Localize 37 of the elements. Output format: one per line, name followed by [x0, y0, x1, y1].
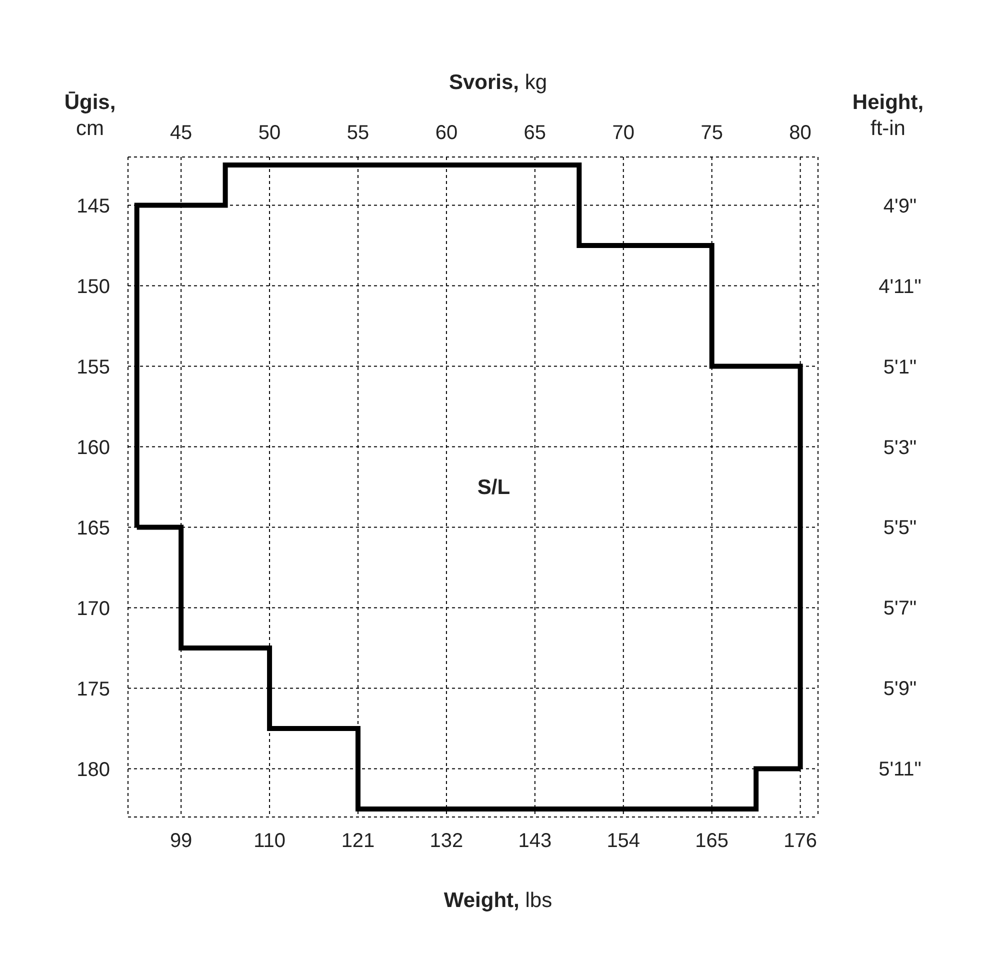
- y-tick-label: 150: [76, 276, 110, 298]
- category-label: 5'3": [883, 436, 917, 459]
- x2-tick-label: 50: [258, 122, 281, 144]
- x2-tick-label: 70: [612, 122, 635, 144]
- x2-tick-label: 65: [524, 122, 546, 144]
- category-label: 5'1": [883, 356, 917, 378]
- x-tick-label: 165: [695, 830, 729, 852]
- x-tick-label: 110: [254, 830, 286, 852]
- y-tick-label: 175: [76, 678, 110, 700]
- x2-tick-label: 45: [170, 122, 192, 144]
- y2-axis-title: Height, ft-in: [852, 91, 924, 140]
- y-tick-label: 165: [76, 517, 110, 540]
- category-label: 5'7": [883, 598, 917, 620]
- y-tick-label: 155: [76, 356, 110, 378]
- x-tick-label: 132: [430, 830, 464, 852]
- y-tick-label: 180: [76, 758, 110, 781]
- category-label: 5'11": [878, 758, 922, 781]
- y-tick-label: 160: [76, 436, 110, 459]
- x2-tick-label: 60: [435, 122, 458, 144]
- category-label: 5'9": [883, 678, 917, 700]
- y-tick-label: 145: [76, 195, 110, 218]
- x-tick-label: 99: [170, 830, 192, 852]
- x-axis-title: Weight, lbs: [442, 888, 554, 914]
- x-tick-label: 121: [341, 830, 375, 852]
- x-tick-label: 176: [784, 830, 817, 852]
- x2-tick-label: 80: [789, 122, 812, 144]
- x2-tick-label: 75: [700, 122, 723, 144]
- category-label: 5'5": [883, 517, 917, 540]
- x-tick-label: 154: [606, 830, 640, 852]
- category-label: 4'11": [878, 276, 922, 298]
- x-tick-label: 143: [518, 830, 552, 852]
- y-tick-label: 170: [76, 598, 110, 620]
- y-axis-title: Ūgis, cm: [63, 90, 117, 142]
- x2-axis-title: Svoris, kg: [448, 70, 548, 96]
- x2-tick-label: 55: [346, 122, 370, 144]
- annotation: S/L: [477, 476, 510, 499]
- category-label: 4'9": [883, 195, 917, 218]
